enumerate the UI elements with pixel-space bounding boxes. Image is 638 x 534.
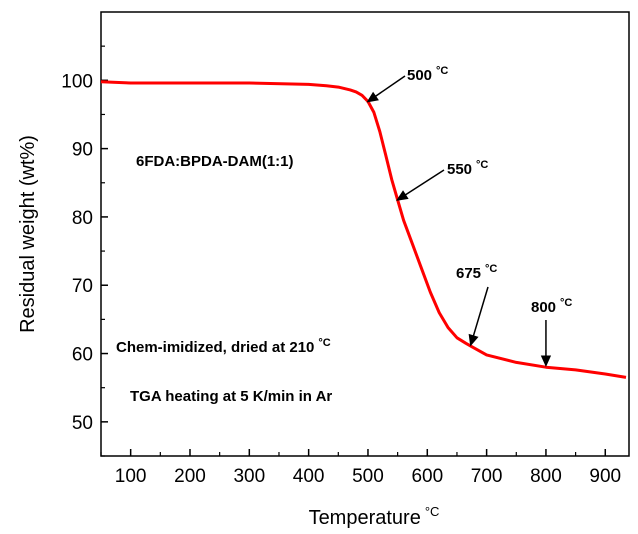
- y-tick-label: 100: [61, 71, 93, 92]
- y-tick-labels: 50 60 70 80 90 100: [61, 71, 93, 434]
- plot-frame: [100, 11, 630, 457]
- y-tick-label: 50: [72, 413, 93, 434]
- annotation-800: 800 °C: [531, 297, 572, 316]
- arrow-head: [396, 190, 409, 201]
- x-tick-label: 400: [293, 466, 325, 487]
- arrow-head: [468, 333, 479, 347]
- annotation-500: 500 °C: [407, 65, 448, 84]
- arrow-head: [540, 355, 552, 368]
- x-tick-label: 200: [174, 466, 206, 487]
- x-tick-label: 300: [233, 466, 265, 487]
- axis-ticks: [100, 45, 607, 457]
- y-tick-label: 60: [72, 345, 93, 366]
- annotation-arrows: [366, 75, 552, 368]
- tga-condition-label: TGA heating at 5 K/min in Ar: [130, 388, 332, 405]
- tga-curve: [100, 80, 627, 379]
- prep-label: Chem-imidized, dried at 210 °C: [116, 337, 331, 356]
- sample-label: 6FDA:BPDA-DAM(1:1): [136, 153, 294, 170]
- x-tick-label: 900: [589, 466, 621, 487]
- x-tick-label: 500: [352, 466, 384, 487]
- arrow-head: [366, 91, 379, 103]
- x-tick-label: 800: [530, 466, 562, 487]
- annotation-550: 550 °C: [447, 159, 488, 178]
- x-tick-label: 600: [411, 466, 443, 487]
- annotation-675: 675 °C: [456, 263, 497, 282]
- y-tick-label: 70: [72, 276, 93, 297]
- y-axis-title: Residual weight (wt%): [17, 135, 39, 333]
- y-tick-label: 90: [72, 140, 93, 161]
- x-tick-labels: 100 200 300 400 500 600 700 800 900: [115, 466, 621, 487]
- x-tick-label: 100: [115, 466, 147, 487]
- x-axis-title: Temperature °C: [309, 504, 440, 529]
- y-tick-label: 80: [72, 208, 93, 229]
- x-tick-label: 700: [471, 466, 503, 487]
- annotation-arrow: [470, 286, 489, 345]
